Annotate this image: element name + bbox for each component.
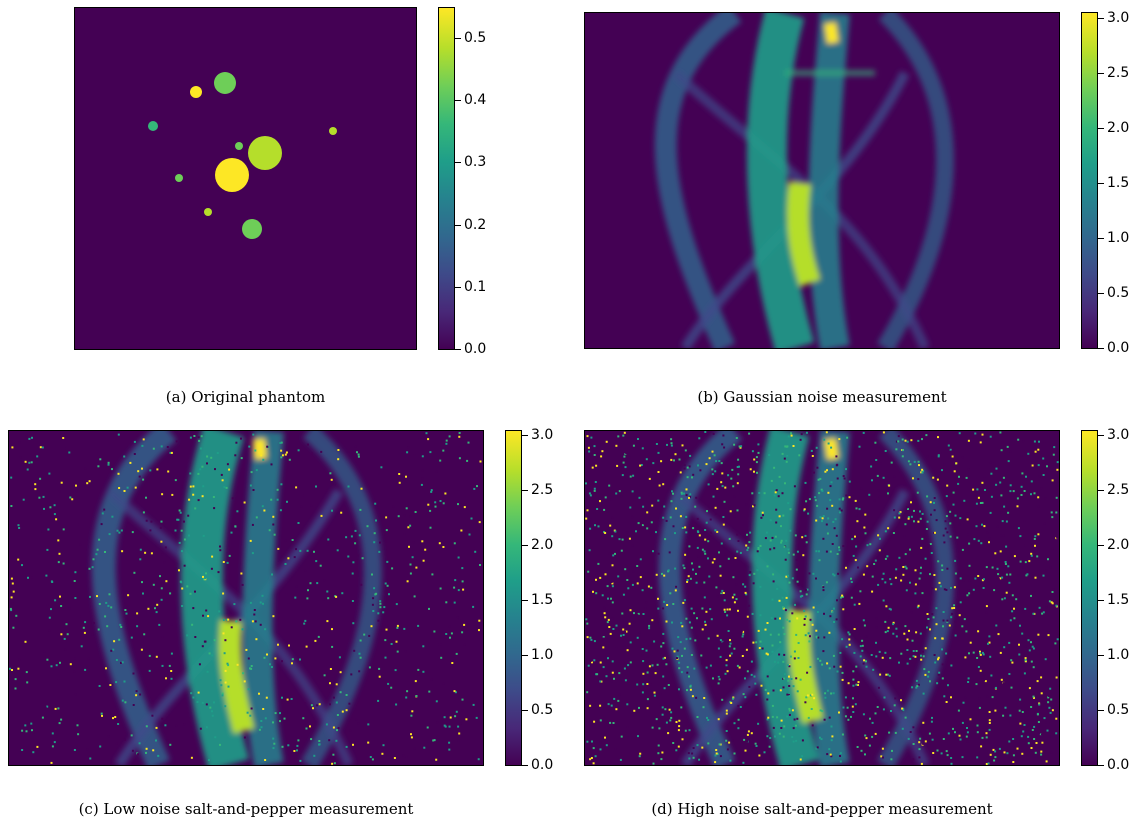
colorbar-tick-label: 0.5 <box>1107 702 1130 718</box>
caption-d: (d) High noise salt-and-pepper measureme… <box>651 800 993 818</box>
colorbar-tick-label: 0.4 <box>464 92 487 108</box>
colorbar-tick <box>522 710 528 711</box>
colorbar-tick <box>1098 348 1104 349</box>
colorbar-tick-label: 1.5 <box>1107 592 1130 608</box>
colorbar-tick <box>522 600 528 601</box>
colorbar-tick <box>455 100 461 101</box>
colorbar-tick <box>522 545 528 546</box>
colorbar-tick <box>1098 435 1104 436</box>
colorbar-tick <box>1098 710 1104 711</box>
colorbar-tick-label: 0.0 <box>1107 757 1130 773</box>
colorbar-tick <box>1098 545 1104 546</box>
gaussian-sinogram <box>584 12 1060 349</box>
colorbar-tick <box>1098 238 1104 239</box>
colorbar-tick-label: 0.0 <box>464 341 487 357</box>
colorbar-tick <box>1098 183 1104 184</box>
low-saltpepper-sinogram <box>8 430 484 766</box>
colorbar-tick <box>522 655 528 656</box>
colorbar-tick-label: 0.0 <box>531 757 554 773</box>
colorbar-tick-label: 2.5 <box>1107 482 1130 498</box>
colorbar-tick-label: 0.2 <box>464 217 487 233</box>
colorbar-tick-label: 0.3 <box>464 154 487 170</box>
colorbar-tick-label: 0.5 <box>464 30 487 46</box>
colorbar-tick-label: 1.0 <box>1107 230 1130 246</box>
colorbar-tick-label: 3.0 <box>1107 427 1130 443</box>
colorbar-tick-label: 2.5 <box>531 482 554 498</box>
colorbar-tick <box>455 287 461 288</box>
colorbar-tick-label: 1.5 <box>1107 175 1130 191</box>
colorbar-tick <box>1098 128 1104 129</box>
colorbar-tick <box>1098 73 1104 74</box>
colorbar-tick <box>1098 655 1104 656</box>
colorbar-tick-label: 2.5 <box>1107 65 1130 81</box>
colorbar-tick-label: 0.0 <box>1107 340 1130 356</box>
colorbar-tick <box>522 490 528 491</box>
colorbar-tick-label: 0.5 <box>531 702 554 718</box>
colorbar-b <box>1081 12 1098 349</box>
colorbar-d <box>1081 430 1098 766</box>
phantom-image <box>74 7 417 350</box>
colorbar-tick-label: 1.0 <box>1107 647 1130 663</box>
caption-c: (c) Low noise salt-and-pepper measuremen… <box>78 800 414 818</box>
colorbar-tick <box>1098 18 1104 19</box>
colorbar-a <box>438 7 455 350</box>
colorbar-tick-label: 2.0 <box>1107 120 1130 136</box>
colorbar-tick-label: 0.1 <box>464 279 487 295</box>
colorbar-tick-label: 3.0 <box>531 427 554 443</box>
colorbar-tick <box>455 38 461 39</box>
colorbar-tick <box>455 349 461 350</box>
colorbar-tick-label: 1.0 <box>531 647 554 663</box>
colorbar-c <box>505 430 522 766</box>
colorbar-tick-label: 2.0 <box>1107 537 1130 553</box>
colorbar-tick <box>522 765 528 766</box>
caption-a: (a) Original phantom <box>165 388 326 406</box>
colorbar-tick <box>522 435 528 436</box>
caption-b: (b) Gaussian noise measurement <box>697 388 947 406</box>
high-saltpepper-sinogram <box>584 430 1060 766</box>
colorbar-tick <box>455 225 461 226</box>
colorbar-tick <box>1098 490 1104 491</box>
colorbar-tick-label: 1.5 <box>531 592 554 608</box>
colorbar-tick <box>1098 293 1104 294</box>
colorbar-tick <box>1098 765 1104 766</box>
colorbar-tick <box>455 162 461 163</box>
colorbar-tick <box>1098 600 1104 601</box>
colorbar-tick-label: 3.0 <box>1107 10 1130 26</box>
colorbar-tick-label: 2.0 <box>531 537 554 553</box>
colorbar-tick-label: 0.5 <box>1107 285 1130 301</box>
